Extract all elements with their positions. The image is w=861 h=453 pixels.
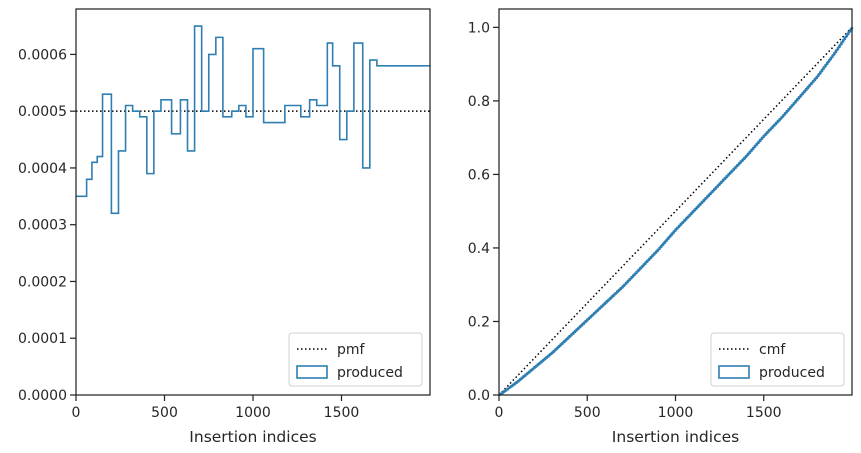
legend-swatch-produced — [296, 365, 328, 379]
y-tick-label: 0.4 — [468, 241, 490, 257]
x-axis-label: Insertion indices — [612, 428, 739, 446]
legend-label-pmf: pmf — [337, 342, 366, 358]
x-tick-label: 0 — [495, 405, 504, 421]
chart-panel-1: 0 500 1000 1500 0.0000 0.0001 0.0002 0.0003 0.00… — [18, 8, 431, 446]
legend: cmf produced — [710, 332, 845, 387]
series-cmf-line — [498, 26, 853, 396]
legend-box — [710, 332, 845, 387]
x-tick-label: 500 — [151, 405, 178, 421]
y-tick-label: 0.8 — [468, 94, 490, 110]
y-tick-label: 1.0 — [468, 20, 490, 36]
y-tick-label: 0.0006 — [18, 47, 67, 63]
x-tick-label: 0 — [72, 405, 81, 421]
y-tick-label: 0.0002 — [18, 274, 67, 290]
x-tick-label: 1500 — [324, 405, 360, 421]
legend-label-produced: produced — [337, 365, 403, 381]
x-tick-label: 500 — [574, 405, 601, 421]
y-tick-label: 0.0005 — [18, 104, 67, 120]
x-axis-label: Insertion indices — [189, 428, 316, 446]
legend-swatch-produced — [718, 365, 750, 379]
series-produced-steps — [76, 25, 430, 215]
plot-area-1 — [76, 25, 430, 215]
x-tick-label: 1000 — [658, 405, 694, 421]
x-tick-label: 1500 — [746, 405, 782, 421]
y-tick-label: 0.6 — [468, 167, 490, 183]
y-tick-label: 0.2 — [468, 314, 490, 330]
y-tick-label: 0.0 — [468, 388, 490, 404]
y-tick-label: 0.0003 — [18, 218, 67, 234]
chart-panel-2: 0 500 1000 1500 0.0 0.2 0.4 0.6 0.8 1.0 Insertion … — [468, 8, 854, 446]
plot-area-2 — [498, 26, 854, 397]
legend: pmf produced — [288, 332, 423, 387]
y-tick-label: 0.0000 — [18, 388, 67, 404]
legend-label-produced: produced — [759, 365, 825, 381]
legend-label-cmf: cmf — [759, 342, 786, 358]
y-tick-label: 0.0004 — [18, 161, 67, 177]
x-tick-label: 1000 — [235, 405, 271, 421]
legend-box — [288, 332, 423, 387]
y-tick-label: 0.0001 — [18, 331, 67, 347]
